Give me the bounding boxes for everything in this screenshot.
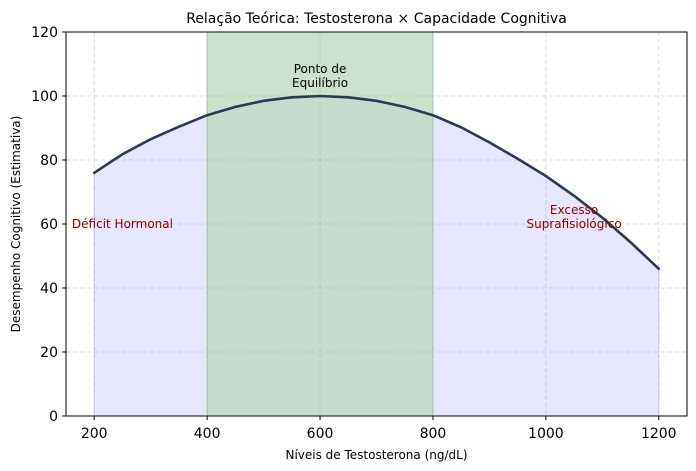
y-tick-label: 20 xyxy=(40,345,58,361)
y-tick-label: 40 xyxy=(40,281,58,297)
series-layer xyxy=(92,94,661,271)
y-tick-label: 100 xyxy=(31,89,58,105)
y-tick-label: 120 xyxy=(31,25,58,41)
x-tick-label: 1000 xyxy=(528,426,564,442)
x-tick-label: 400 xyxy=(194,426,221,442)
y-tick-label: 60 xyxy=(40,217,58,233)
x-tick-label: 1200 xyxy=(641,426,677,442)
annotations-layer: Ponto de Equilíbrio Déficit Hormonal Excess… xyxy=(72,62,622,231)
annotation: Ponto de Equilíbrio xyxy=(292,62,348,90)
x-tick-label: 800 xyxy=(420,426,447,442)
ticks-layer: 200 400 600 800 1000 1200 0 20 40 60 80 100 120 xyxy=(31,25,676,442)
y-tick-label: 0 xyxy=(49,409,58,425)
y-tick-label: 80 xyxy=(40,153,58,169)
annotation: Excesso Suprafisiológico xyxy=(526,203,621,231)
x-axis-label: Níveis de Testosterona (ng/dL) xyxy=(285,448,467,462)
y-axis-label: Desempenho Cognitivo (Estimativa) xyxy=(9,116,23,333)
series-line xyxy=(92,94,661,271)
x-tick-label: 200 xyxy=(81,426,108,442)
annotation: Déficit Hormonal xyxy=(72,217,173,231)
chart-title: Relação Teórica: Testosterona × Capacida… xyxy=(186,11,567,27)
x-tick-label: 600 xyxy=(307,426,334,442)
